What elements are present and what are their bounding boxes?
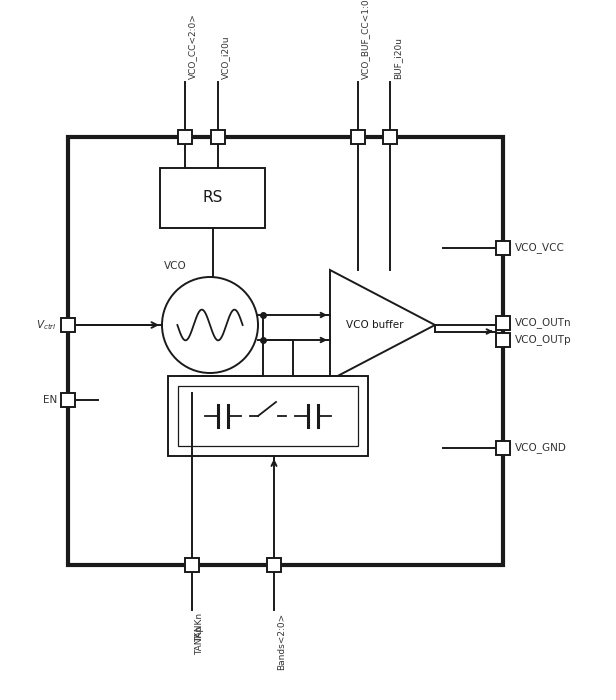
Bar	[383, 130, 397, 144]
Bar	[168, 376, 368, 456]
Polygon shape	[330, 270, 435, 380]
Bar	[496, 333, 510, 347]
Text: VCO_GND: VCO_GND	[515, 442, 567, 454]
Bar	[351, 130, 365, 144]
Bar	[61, 318, 75, 332]
Bar	[267, 558, 281, 572]
Text: TANKn: TANKn	[195, 613, 204, 642]
Bar	[61, 393, 75, 407]
Text: RS: RS	[202, 190, 223, 206]
Text: EN: EN	[43, 395, 57, 405]
Bar	[496, 441, 510, 455]
Text: VCO_CC<2:0>: VCO_CC<2:0>	[188, 13, 197, 79]
Text: VCO: VCO	[164, 261, 187, 271]
Text: BUF_i20u: BUF_i20u	[393, 37, 402, 79]
Text: VCO_OUTn: VCO_OUTn	[515, 318, 572, 328]
Bar	[185, 558, 199, 572]
Text: VCO_OUTp: VCO_OUTp	[515, 335, 572, 346]
Bar	[160, 168, 265, 228]
Bar	[68, 137, 503, 565]
Text: VCO buffer: VCO buffer	[346, 320, 403, 330]
Bar	[178, 130, 192, 144]
Text: TANKp: TANKp	[195, 626, 204, 655]
Text: VCO_BUF_CC<1:0>: VCO_BUF_CC<1:0>	[361, 0, 370, 79]
Text: VCO_i20u: VCO_i20u	[221, 36, 230, 79]
Text: Bands<2:0>: Bands<2:0>	[277, 613, 286, 671]
Bar	[178, 386, 358, 446]
Bar	[496, 316, 510, 330]
Circle shape	[162, 277, 258, 373]
Bar	[496, 241, 510, 255]
Text: $V_{ctrl}$: $V_{ctrl}$	[36, 318, 57, 332]
Bar	[211, 130, 225, 144]
Text: VCO_VCC: VCO_VCC	[515, 242, 565, 253]
